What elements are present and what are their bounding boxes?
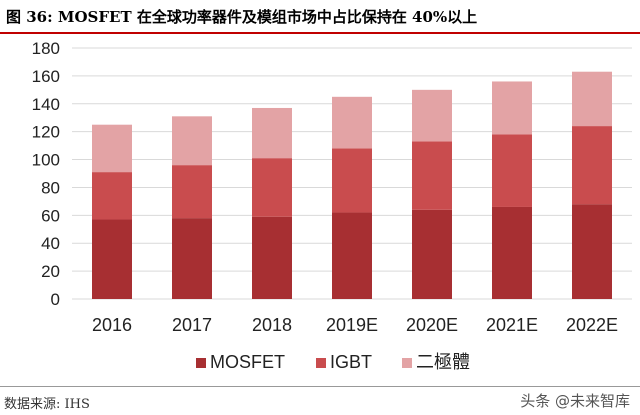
bar-IGBT-2016: [92, 172, 132, 220]
bar-二極體-2016: [92, 124, 132, 173]
y-tick-label-40: 40: [41, 234, 60, 253]
bar-MOSFET-2019E: [332, 212, 372, 299]
y-tick-label-160: 160: [32, 67, 60, 86]
y-tick-label-120: 120: [32, 123, 60, 142]
x-tick-label-2018: 2018: [252, 315, 292, 335]
bar-二極體-2017: [172, 116, 212, 166]
legend-label-MOSFET: MOSFET: [210, 352, 285, 372]
x-tick-label-2020E: 2020E: [406, 315, 458, 335]
y-tick-label-180: 180: [32, 39, 60, 58]
legend-swatch-二極體: [402, 358, 412, 368]
y-tick-label-60: 60: [41, 206, 60, 225]
x-tick-label-2017: 2017: [172, 315, 212, 335]
bar-MOSFET-2021E: [492, 206, 532, 299]
bar-IGBT-2021E: [492, 134, 532, 207]
watermark: 头条 @未来智库: [520, 392, 630, 410]
source-bar: 数据来源: IHS 头条 @未来智库: [0, 386, 640, 415]
x-tick-label-2016: 2016: [92, 315, 132, 335]
bar-二極體-2018: [252, 107, 292, 159]
bar-MOSFET-2017: [172, 218, 212, 299]
figure-title: 图 36: MOSFET 在全球功率器件及模组市场中占比保持在 40%以上: [6, 8, 478, 26]
legend-swatch-IGBT: [316, 358, 326, 368]
x-tick-label-2021E: 2021E: [486, 315, 538, 335]
bar-MOSFET-2018: [252, 216, 292, 299]
bar-二極體-2021E: [492, 81, 532, 135]
figure-title-bar: 图 36: MOSFET 在全球功率器件及模组市场中占比保持在 40%以上: [0, 0, 640, 34]
bar-IGBT-2018: [252, 158, 292, 217]
legend-label-二極體: 二極體: [416, 352, 470, 372]
y-tick-label-140: 140: [32, 95, 60, 114]
legend-swatch-MOSFET: [196, 358, 206, 368]
bar-MOSFET-2022E: [572, 204, 612, 299]
stacked-bar-chart: 0 20 40 60 80 100 120 140 160 180 2016 2017 2018 2019…: [32, 39, 632, 372]
y-tick-label-20: 20: [41, 262, 60, 281]
bar-二極體-2019E: [332, 96, 372, 149]
bar-MOSFET-2020E: [412, 209, 452, 299]
source-note: 数据来源: IHS: [4, 397, 90, 412]
bar-IGBT-2020E: [412, 141, 452, 210]
bar-二極體-2022E: [572, 71, 612, 127]
bar-MOSFET-2016: [92, 219, 132, 299]
bar-二極體-2020E: [412, 89, 452, 142]
y-tick-label-100: 100: [32, 151, 60, 170]
bar-IGBT-2022E: [572, 126, 612, 205]
bar-IGBT-2017: [172, 165, 212, 219]
x-tick-label-2022E: 2022E: [566, 315, 618, 335]
x-tick-label-2019E: 2019E: [326, 315, 378, 335]
legend-label-IGBT: IGBT: [330, 352, 372, 372]
y-tick-label-0: 0: [51, 290, 60, 309]
y-tick-label-80: 80: [41, 178, 60, 197]
bar-IGBT-2019E: [332, 148, 372, 213]
